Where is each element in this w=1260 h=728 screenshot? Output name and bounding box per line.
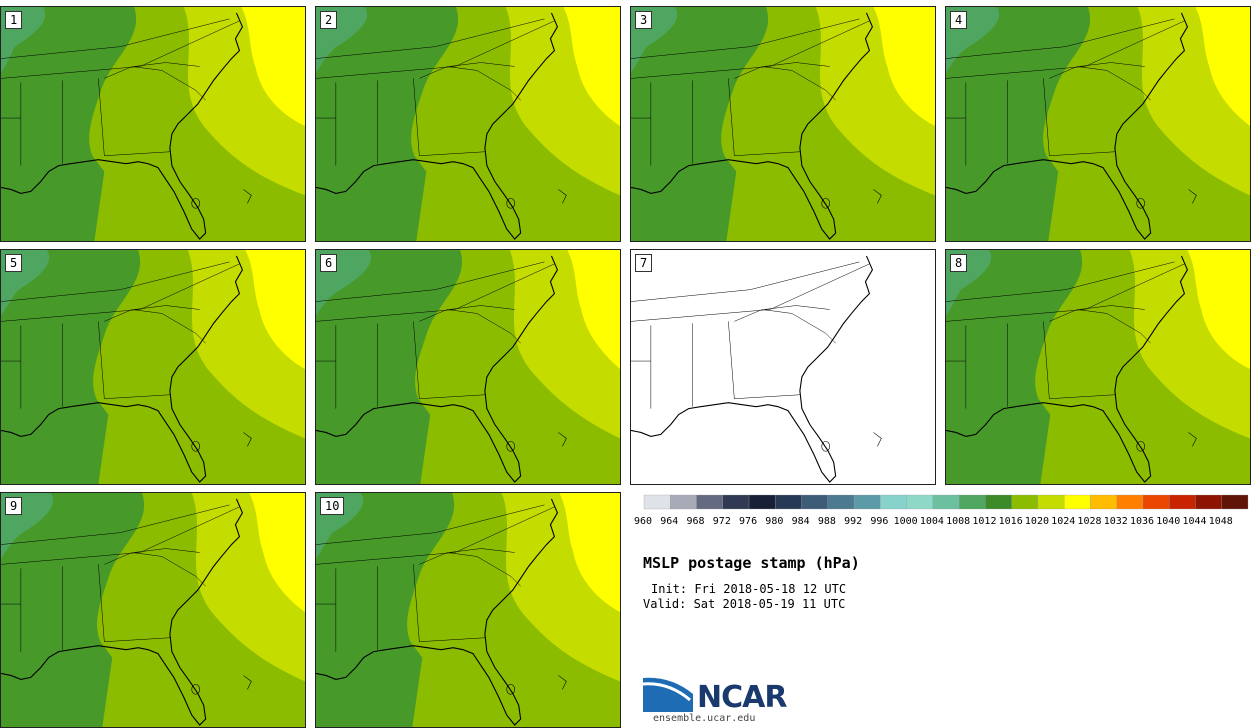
- colorbar-swatch: [1169, 494, 1196, 510]
- colorbar-tick-label: 972: [712, 516, 731, 527]
- ensemble-member-panel: 6: [315, 249, 621, 485]
- colorbar-tick-label: 984: [791, 516, 810, 527]
- colorbar-tick-label: 992: [844, 516, 863, 527]
- member-number-label: 6: [320, 254, 338, 272]
- mslp-map: [631, 250, 935, 484]
- colorbar-tick-label: 1020: [1024, 516, 1049, 527]
- colorbar-swatch: [827, 494, 855, 510]
- member-number-label: 2: [320, 11, 338, 29]
- colorbar-tick-label: 964: [660, 516, 679, 527]
- ensemble-member-panel: 5: [0, 249, 306, 485]
- colorbar-tick-label: 1028: [1077, 516, 1102, 527]
- member-number-label: 8: [950, 254, 968, 272]
- colorbar-swatch: [696, 494, 723, 510]
- colorbar-swatch: [1195, 494, 1222, 510]
- colorbar-swatch: [801, 494, 828, 510]
- ensemble-member-panel: 1: [0, 6, 306, 242]
- member-number-label: 9: [5, 497, 23, 515]
- member-number-label: 1: [5, 11, 23, 29]
- mslp-map: [631, 7, 935, 241]
- colorbar-swatch: [985, 494, 1012, 510]
- init-time: Init: Fri 2018-05-18 12 UTC: [651, 582, 847, 596]
- ensemble-member-panel: 4: [945, 6, 1251, 242]
- colorbar-tick-label: 996: [870, 516, 889, 527]
- colorbar: [643, 494, 1249, 510]
- mslp-map: [316, 493, 620, 727]
- colorbar-swatch: [1221, 494, 1249, 510]
- mslp-map: [316, 250, 620, 484]
- colorbar-tick-label: 980: [765, 516, 784, 527]
- mslp-map: [1, 7, 305, 241]
- colorbar-swatch: [1037, 494, 1065, 510]
- ensemble-member-panel: 2: [315, 6, 621, 242]
- colorbar-swatch: [932, 494, 960, 510]
- colorbar-swatch: [1064, 494, 1091, 510]
- colorbar-swatch: [1116, 494, 1144, 510]
- mslp-map: [1, 493, 305, 727]
- ensemble-member-panel: 3: [630, 6, 936, 242]
- colorbar-swatch: [775, 494, 802, 510]
- colorbar-tick-label: 1032: [1103, 516, 1128, 527]
- colorbar-tick-label: 1016: [998, 516, 1023, 527]
- mslp-map: [316, 7, 620, 241]
- member-number-label: 10: [320, 497, 345, 515]
- mslp-map: [946, 250, 1250, 484]
- colorbar-tick-label: 960: [634, 516, 653, 527]
- colorbar-tick-label: 1008: [946, 516, 971, 527]
- colorbar-labels: 960 964 968 972 976 980 984 988 992 996 1000 1004 10…: [630, 516, 1260, 530]
- colorbar-swatch: [853, 494, 881, 510]
- logo-url: ensemble.ucar.edu: [653, 713, 756, 724]
- colorbar-swatch: [906, 494, 934, 510]
- colorbar-swatch: [1142, 494, 1170, 510]
- colorbar-tick-label: 988: [817, 516, 836, 527]
- colorbar-tick-label: 1048: [1208, 516, 1233, 527]
- logo-text: NCAR: [697, 680, 787, 715]
- chart-title: MSLP postage stamp (hPa): [643, 554, 860, 572]
- colorbar-swatch: [643, 494, 671, 510]
- colorbar-swatch: [670, 494, 697, 510]
- colorbar-swatch: [722, 494, 750, 510]
- colorbar-tick-label: 968: [686, 516, 705, 527]
- member-number-label: 3: [635, 11, 653, 29]
- ensemble-member-panel: 10: [315, 492, 621, 728]
- colorbar-swatch: [1090, 494, 1117, 510]
- mslp-map: [1, 250, 305, 484]
- ensemble-member-panel: 9: [0, 492, 306, 728]
- mslp-map: [946, 7, 1250, 241]
- colorbar-tick-label: 1000: [893, 516, 918, 527]
- ensemble-member-panel: 8: [945, 249, 1251, 485]
- colorbar-tick-label: 1036: [1129, 516, 1155, 527]
- colorbar-tick-label: 1044: [1182, 516, 1207, 527]
- colorbar-tick-label: 1012: [972, 516, 997, 527]
- member-number-label: 4: [950, 11, 968, 29]
- colorbar-tick-label: 1040: [1156, 516, 1181, 527]
- colorbar-swatch: [958, 494, 986, 510]
- colorbar-swatch: [880, 494, 907, 510]
- colorbar-tick-label: 1004: [919, 516, 944, 527]
- valid-time: Valid: Sat 2018-05-19 11 UTC: [643, 597, 846, 611]
- colorbar-swatch: [1011, 494, 1039, 510]
- ensemble-member-panel: 7: [630, 249, 936, 485]
- member-number-label: 5: [5, 254, 23, 272]
- colorbar-swatch: [748, 494, 776, 510]
- colorbar-tick-label: 976: [739, 516, 758, 527]
- colorbar-tick-label: 1024: [1051, 516, 1076, 527]
- member-number-label: 7: [635, 254, 653, 272]
- ncar-logo: [643, 677, 693, 712]
